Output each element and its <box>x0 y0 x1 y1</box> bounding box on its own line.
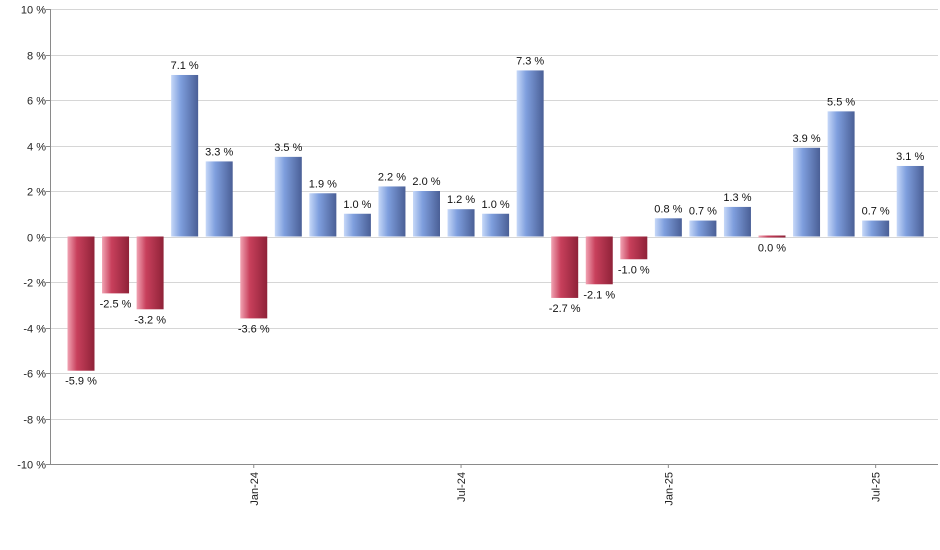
data-label-2023-08: -5.9 % <box>65 376 97 388</box>
data-label-2025-05: 3.9 % <box>792 133 820 145</box>
bar-2024-08 <box>482 213 510 237</box>
x-tick-label: Jan-24 <box>249 472 261 506</box>
bar-2025-05 <box>793 147 821 237</box>
bar-2023-08 <box>67 236 95 371</box>
data-label-2023-12: 3.3 % <box>205 146 233 158</box>
bar-2025-04 <box>758 235 786 238</box>
axes <box>46 9 938 468</box>
y-tick-label: 2 % <box>27 187 46 199</box>
bar-2024-04 <box>343 213 371 237</box>
data-label-2025-02: 0.7 % <box>689 206 717 218</box>
data-label-2025-07: 0.7 % <box>862 206 890 218</box>
bar-2025-06 <box>827 111 855 237</box>
data-label-2024-06: 2.0 % <box>412 176 440 188</box>
bar-2025-01 <box>654 218 682 237</box>
bar-2024-01 <box>240 236 268 319</box>
y-tick-label: -4 % <box>23 324 46 336</box>
data-label-2025-08: 3.1 % <box>896 151 924 163</box>
data-label-2024-04: 1.0 % <box>343 199 371 211</box>
bar-2024-03 <box>309 193 337 237</box>
bar-2023-09 <box>102 236 130 294</box>
bar-2024-02 <box>274 156 302 237</box>
bar-2023-10 <box>136 236 164 310</box>
y-tick-label: 4 % <box>27 142 46 154</box>
data-label-2024-05: 2.2 % <box>378 171 406 183</box>
x-tick-label: Jul-25 <box>871 472 883 502</box>
data-label-2024-09: 7.3 % <box>516 55 544 67</box>
data-label-2025-03: 1.3 % <box>723 192 751 204</box>
bar-2025-02 <box>689 220 717 237</box>
y-tick-label: 0 % <box>27 233 46 245</box>
y-tick-label: -10 % <box>17 460 46 472</box>
data-label-2025-06: 5.5 % <box>827 96 855 108</box>
y-tick-label: -8 % <box>23 415 46 427</box>
bar-2023-11 <box>171 74 199 237</box>
bar-2024-07 <box>447 209 475 237</box>
data-label-2024-07: 1.2 % <box>447 194 475 206</box>
data-labels: -5.9 % -2.5 %-3.2 % 7.1 % 3.3 % -3.6 % 3.5 % 1… <box>65 55 924 387</box>
data-label-2024-10: -2.7 % <box>549 303 581 315</box>
data-label-2024-01: -3.6 % <box>238 323 270 335</box>
bar-2024-12 <box>620 236 648 260</box>
data-label-2023-11: 7.1 % <box>171 60 199 72</box>
y-tick-label: -6 % <box>23 369 46 381</box>
x-axis-tick-labels: Jan-24 Jul-24 Jan-25 Jul-25 <box>249 472 883 506</box>
bar-2025-08 <box>896 165 924 237</box>
data-label-2025-04: 0.0 % <box>758 243 786 255</box>
bar-2024-10 <box>551 236 579 298</box>
bar-2024-11 <box>585 236 613 285</box>
data-label-2025-01: 0.8 % <box>654 203 682 215</box>
y-axis-tick-labels: 10 % 8 % 6 % 4 % 2 % 0 % -2 % -4 % -6 % -8 % -10 % <box>17 5 46 472</box>
x-tick-label: Jan-25 <box>663 472 675 506</box>
y-tick-label: 6 % <box>27 96 46 108</box>
bar-2024-05 <box>378 186 406 237</box>
data-label-2024-03: 1.9 % <box>309 178 337 190</box>
bar-2025-07 <box>862 220 890 237</box>
data-label-2024-11: -2.1 % <box>583 289 615 301</box>
x-tick-label: Jul-24 <box>456 472 468 502</box>
data-label-2023-09: -2.5 % <box>100 298 132 310</box>
bar-2024-06 <box>413 191 440 237</box>
bars <box>67 70 924 371</box>
bar-2023-12 <box>205 161 233 237</box>
y-tick-label: -2 % <box>23 278 46 290</box>
y-tick-label: 10 % <box>21 5 46 17</box>
bar-2025-03 <box>723 206 751 237</box>
bar-2024-09 <box>516 70 544 237</box>
data-label-2024-08: 1.0 % <box>482 199 510 211</box>
data-label-2023-10: -3.2 % <box>134 314 166 326</box>
data-label-2024-02: 3.5 % <box>274 142 302 154</box>
y-tick-label: 8 % <box>27 51 46 63</box>
data-label-2024-12: -1.0 % <box>618 264 650 276</box>
